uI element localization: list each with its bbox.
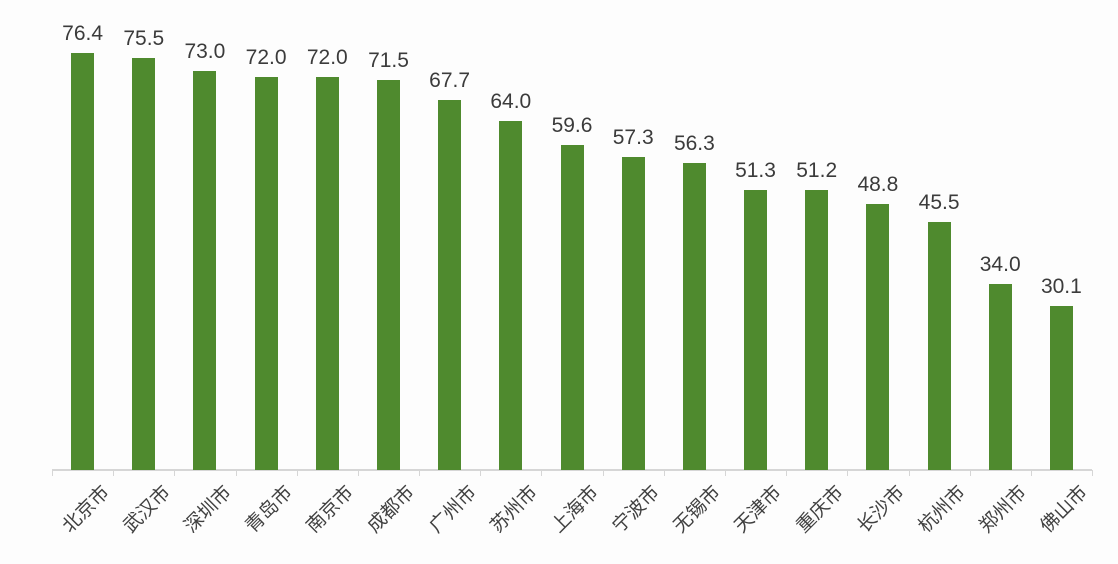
bar bbox=[254, 76, 278, 470]
x-axis-label: 广州市 bbox=[425, 482, 481, 538]
value-label: 51.2 bbox=[796, 159, 838, 183]
x-axis-tick bbox=[908, 470, 910, 476]
bar bbox=[560, 144, 584, 470]
value-label: 64.0 bbox=[490, 89, 532, 113]
x-axis-label: 南京市 bbox=[302, 482, 359, 538]
value-label: 72.0 bbox=[245, 45, 287, 69]
bar bbox=[682, 162, 706, 470]
bar bbox=[805, 190, 829, 470]
bar bbox=[866, 203, 890, 470]
x-axis-tick bbox=[113, 470, 115, 476]
bar bbox=[71, 52, 95, 470]
x-axis-label: 无锡市 bbox=[670, 482, 726, 538]
x-axis-tick bbox=[480, 470, 482, 476]
x-axis-tick bbox=[541, 470, 543, 476]
value-label: 72.0 bbox=[306, 45, 348, 69]
bar bbox=[927, 221, 951, 470]
x-axis-label: 成都市 bbox=[364, 482, 420, 538]
x-axis-line bbox=[52, 469, 1092, 471]
x-axis-label: 长沙市 bbox=[853, 482, 909, 538]
value-label: 67.7 bbox=[429, 69, 471, 93]
bar bbox=[193, 71, 217, 470]
x-axis-tick bbox=[969, 470, 971, 476]
value-label: 48.8 bbox=[857, 172, 899, 196]
x-axis-tick bbox=[1092, 470, 1093, 476]
x-axis-tick bbox=[419, 470, 421, 476]
bar bbox=[744, 189, 767, 470]
x-axis-tick bbox=[174, 470, 176, 476]
value-label: 76.4 bbox=[62, 21, 104, 45]
value-label: 56.3 bbox=[673, 131, 715, 155]
x-axis-tick bbox=[786, 470, 788, 476]
x-axis-label: 北京市 bbox=[58, 482, 114, 538]
x-axis-label: 重庆市 bbox=[792, 482, 848, 538]
x-axis-label: 天津市 bbox=[731, 482, 787, 538]
x-axis-tick bbox=[847, 470, 849, 476]
x-axis-label: 佛山市 bbox=[1037, 482, 1093, 538]
x-axis-label: 郑州市 bbox=[975, 482, 1032, 538]
x-axis-label: 上海市 bbox=[547, 482, 603, 538]
x-axis-label: 宁波市 bbox=[608, 482, 665, 538]
bar bbox=[438, 100, 462, 470]
x-axis-tick bbox=[663, 470, 665, 476]
x-axis-label: 杭州市 bbox=[914, 482, 970, 538]
value-label: 73.0 bbox=[184, 40, 226, 64]
x-axis-tick bbox=[1030, 470, 1032, 476]
bar bbox=[988, 284, 1012, 470]
x-axis-tick bbox=[357, 470, 359, 476]
x-axis-label: 武汉市 bbox=[119, 482, 175, 538]
value-label: 30.1 bbox=[1040, 274, 1082, 298]
value-label: 34.0 bbox=[979, 253, 1021, 277]
bar bbox=[132, 57, 156, 470]
x-axis-tick bbox=[52, 470, 53, 476]
value-label: 57.3 bbox=[612, 126, 654, 150]
value-label: 71.5 bbox=[368, 48, 409, 72]
x-axis-tick bbox=[602, 470, 604, 476]
value-label: 75.5 bbox=[123, 26, 165, 50]
x-axis-label: 苏州市 bbox=[486, 482, 542, 538]
bar bbox=[1049, 305, 1073, 470]
value-label: 59.6 bbox=[551, 113, 593, 137]
x-axis-label: 青岛市 bbox=[241, 482, 297, 538]
value-label: 45.5 bbox=[918, 190, 960, 214]
x-axis-label: 深圳市 bbox=[180, 482, 236, 538]
bar bbox=[315, 76, 339, 470]
x-axis-tick bbox=[724, 470, 726, 476]
x-axis-tick bbox=[296, 470, 298, 476]
bar bbox=[499, 120, 523, 470]
value-label: 51.3 bbox=[735, 158, 776, 182]
x-axis-tick bbox=[235, 470, 237, 476]
bar bbox=[377, 79, 400, 470]
bar bbox=[621, 157, 645, 470]
